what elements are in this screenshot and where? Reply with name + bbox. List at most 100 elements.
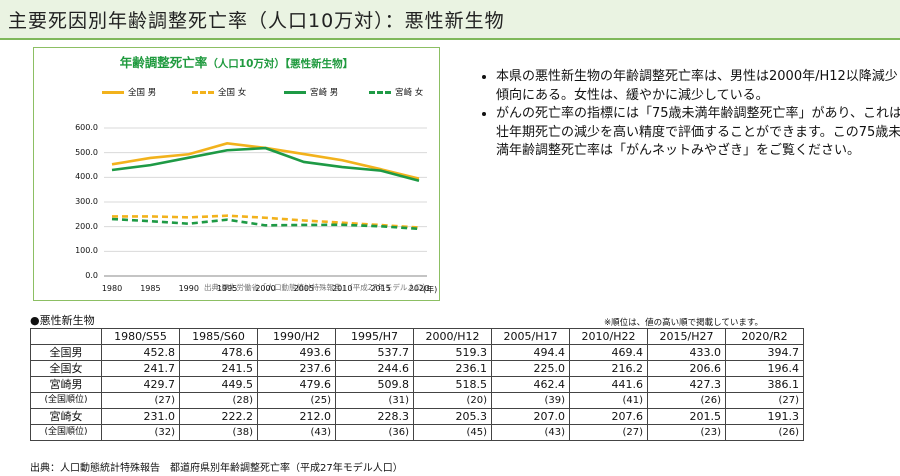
value-cell: 518.5 — [413, 376, 492, 393]
x-tick-label: 1985 — [140, 284, 161, 293]
legend-swatch — [284, 91, 306, 94]
rank-cell: (31) — [335, 392, 414, 409]
rank-cell: (20) — [413, 392, 492, 409]
series-line — [111, 146, 420, 183]
rank-cell: (32) — [101, 424, 180, 441]
rates-table: 1980/S55 1985/S60 1990/H2 1995/H7 2000/H12 20… — [30, 328, 804, 441]
legend-item: 全国 男 — [102, 86, 156, 100]
x-tick-label: 2020 — [408, 284, 430, 293]
page-title: 主要死因別年齢調整死亡率（人口10万対）：悪性新生物 — [8, 10, 505, 32]
value-cell: 237.6 — [257, 360, 336, 377]
x-tick-label: 2000 — [255, 284, 276, 293]
column-header: 2005/H17 — [491, 328, 570, 345]
row-label: 全国男 — [30, 344, 102, 361]
value-cell: 241.5 — [179, 360, 258, 377]
legend-item: 宮崎 女 — [369, 86, 423, 100]
value-cell: 212.0 — [257, 408, 336, 425]
value-cell: 206.6 — [647, 360, 726, 377]
legend-item: 宮崎 男 — [284, 86, 338, 100]
value-cell: 236.1 — [413, 360, 492, 377]
chart-title-main: 年齢調整死亡率 — [119, 55, 208, 70]
rank-cell: (27) — [101, 392, 180, 409]
rank-cell: (25) — [257, 392, 336, 409]
table-source: 出典：人口動態統計特殊報告 都道府県別年齢調整死亡率（平成27年モデル人口） — [30, 463, 403, 474]
bullet-item: 本県の悪性新生物の年齢調整死亡率は、男性は2000年/H12以降減少傾向にある。… — [496, 68, 900, 105]
value-cell: 216.2 — [569, 360, 648, 377]
value-cell: 427.3 — [647, 376, 726, 393]
column-header: 2015/H27 — [647, 328, 726, 345]
title-bar: 主要死因別年齢調整死亡率（人口10万対）：悪性新生物 — [0, 0, 900, 40]
rank-cell: (43) — [491, 424, 570, 441]
column-header: 1980/S55 — [101, 328, 180, 345]
table-corner — [30, 328, 102, 345]
value-cell: 433.0 — [647, 344, 726, 361]
rank-cell: (38) — [179, 424, 258, 441]
value-cell: 386.1 — [725, 376, 804, 393]
chart-title-suffix: （人口10万対）【悪性新生物】 — [207, 58, 354, 70]
y-tick-label: 500.0 — [75, 147, 98, 157]
value-cell: 205.3 — [413, 408, 492, 425]
y-tick-label: 300.0 — [75, 197, 98, 206]
x-axis-unit: (年) — [423, 285, 438, 294]
table-note: ※順位は、値の高い順で掲載しています。 — [604, 318, 764, 328]
value-cell: 201.5 — [647, 408, 726, 425]
column-header: 2000/H12 — [413, 328, 492, 345]
legend-label: 全国 女 — [218, 88, 247, 98]
series-line — [111, 214, 420, 229]
x-tick-label: 2010 — [332, 284, 353, 293]
column-header: 2010/H22 — [569, 328, 648, 345]
rank-cell: (41) — [569, 392, 648, 409]
value-cell: 241.7 — [101, 360, 180, 377]
legend-label: 全国 男 — [128, 88, 157, 98]
legend-swatch — [192, 91, 214, 94]
rank-cell: (45) — [413, 424, 492, 441]
value-cell: 449.5 — [179, 376, 258, 393]
rank-cell: (27) — [569, 424, 648, 441]
y-tick-label: 400.0 — [75, 172, 98, 182]
bullet-item: がんの死亡率の指標には「75歳未満年齢調整死亡率」があり、これは壮年期死亡の減少… — [496, 105, 900, 161]
line-chart: 年齢調整死亡率（人口10万対）【悪性新生物】 出典:厚生労働省「人口動態統計特殊… — [33, 47, 440, 301]
row-label: (全国順位) — [30, 424, 102, 441]
series-line — [111, 217, 420, 231]
x-tick-label: 2005 — [293, 284, 315, 293]
x-tick-label: 1990 — [178, 284, 199, 293]
value-cell: 478.6 — [179, 344, 258, 361]
value-cell: 225.0 — [491, 360, 570, 377]
table-row: 全国男 452.8 478.6 493.6 537.7 519.3 494.4 469.4 43… — [30, 344, 804, 361]
value-cell: 207.6 — [569, 408, 648, 425]
row-label: 全国女 — [30, 360, 102, 377]
column-header: 1985/S60 — [179, 328, 258, 345]
table-row: 全国女 241.7 241.5 237.6 244.6 236.1 225.0 216.2 20… — [30, 360, 804, 377]
chart-source: 出典:厚生労働省「人口動態統計特殊報告」（平成27年モデル人口） — [204, 283, 430, 292]
chart-title: 年齢調整死亡率（人口10万対）【悪性新生物】 — [34, 52, 439, 71]
value-cell: 244.6 — [335, 360, 414, 377]
rank-cell: (26) — [647, 392, 726, 409]
table-header-row: 1980/S55 1985/S60 1990/H2 1995/H7 2000/H12 20… — [30, 328, 804, 345]
x-tick-label: 2015 — [370, 284, 391, 293]
legend-label: 宮崎 男 — [310, 88, 339, 98]
table-row: 宮崎女 231.0 222.2 212.0 228.3 205.3 207.0 207.6 20… — [30, 408, 804, 425]
value-cell: 493.6 — [257, 344, 336, 361]
legend-item: 全国 女 — [192, 86, 246, 100]
value-cell: 191.3 — [725, 408, 804, 425]
value-cell: 429.7 — [101, 376, 180, 393]
rank-cell: (39) — [491, 392, 570, 409]
value-cell: 228.3 — [335, 408, 414, 425]
value-cell: 231.0 — [101, 408, 180, 425]
value-cell: 519.3 — [413, 344, 492, 361]
value-cell: 537.7 — [335, 344, 414, 361]
value-cell: 196.4 — [725, 360, 804, 377]
rank-cell: (27) — [725, 392, 804, 409]
legend-swatch — [369, 91, 391, 94]
y-tick-label: 200.0 — [75, 221, 98, 231]
column-header: 1995/H7 — [335, 328, 414, 345]
value-cell: 469.4 — [569, 344, 648, 361]
column-header: 2020/R2 — [725, 328, 804, 345]
y-tick-label: 100.0 — [75, 246, 98, 256]
x-tick-label: 1980 — [101, 284, 123, 293]
legend-swatch — [102, 91, 124, 94]
legend-label: 宮崎 女 — [395, 88, 424, 98]
row-label: 宮崎女 — [30, 408, 102, 425]
value-cell: 394.7 — [725, 344, 804, 361]
bullet-list: 本県の悪性新生物の年齢調整死亡率は、男性は2000年/H12以降減少傾向にある。… — [478, 68, 900, 161]
